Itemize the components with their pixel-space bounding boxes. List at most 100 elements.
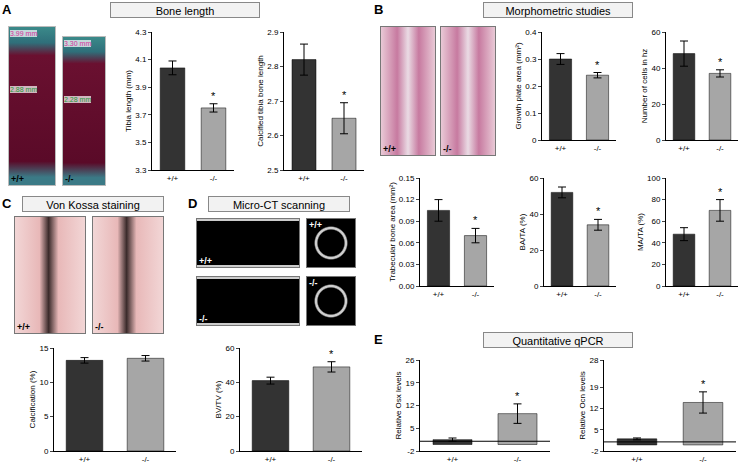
- svg-text:+/+: +/+: [555, 144, 567, 153]
- svg-text:20: 20: [651, 100, 660, 109]
- svg-text:0.1: 0.1: [525, 109, 537, 118]
- svg-text:Tibia length (mm): Tibia length (mm): [124, 70, 133, 132]
- svg-text:60: 60: [529, 174, 538, 183]
- svg-text:15: 15: [39, 344, 48, 353]
- svg-text:5: 5: [410, 424, 415, 433]
- svg-text:+/+: +/+: [79, 455, 91, 464]
- svg-text:60: 60: [651, 217, 660, 226]
- svg-text:-/-: -/-: [594, 290, 602, 299]
- svg-text:+/+: +/+: [167, 174, 179, 183]
- svg-text:0: 0: [532, 136, 537, 145]
- svg-text:+/+: +/+: [631, 455, 643, 464]
- svg-text:3.3: 3.3: [135, 166, 147, 175]
- svg-text:+/+: +/+: [678, 290, 690, 299]
- svg-text:40: 40: [651, 239, 660, 248]
- svg-text:3.7: 3.7: [135, 111, 147, 120]
- svg-text:-/-: -/-: [210, 174, 218, 183]
- svg-text:4.3: 4.3: [135, 28, 147, 37]
- svg-text:0: 0: [44, 447, 49, 456]
- svg-text:+/+: +/+: [298, 174, 310, 183]
- svg-text:Calcified tibia bone length: Calcified tibia bone length: [256, 55, 265, 147]
- svg-text:12: 12: [405, 401, 414, 410]
- svg-text:0.12: 0.12: [399, 195, 415, 204]
- svg-text:-2: -2: [407, 447, 415, 456]
- svg-text:-/-: -/-: [472, 290, 480, 299]
- svg-text:12: 12: [589, 404, 598, 413]
- svg-text:10: 10: [39, 378, 48, 387]
- svg-text:*: *: [596, 205, 601, 217]
- svg-text:19: 19: [405, 379, 414, 388]
- svg-text:2.7: 2.7: [267, 97, 279, 106]
- svg-text:-/-: -/-: [340, 174, 348, 183]
- svg-text:*: *: [595, 59, 600, 71]
- svg-text:-/-: -/-: [594, 144, 602, 153]
- svg-text:0.09: 0.09: [399, 217, 415, 226]
- svg-text:20: 20: [225, 412, 234, 421]
- svg-text:-/-: -/-: [716, 290, 724, 299]
- svg-text:+/+: +/+: [265, 455, 277, 464]
- svg-text:0.3: 0.3: [525, 55, 537, 64]
- svg-text:Relative Ocn levels: Relative Ocn levels: [578, 371, 587, 439]
- svg-text:0.15: 0.15: [399, 174, 415, 183]
- svg-text:*: *: [515, 390, 520, 402]
- svg-text:2.9: 2.9: [267, 28, 279, 37]
- svg-text:20: 20: [651, 260, 660, 269]
- svg-text:Number of cells in hz: Number of cells in hz: [640, 49, 649, 124]
- svg-text:+/+: +/+: [433, 290, 445, 299]
- svg-text:40: 40: [529, 210, 538, 219]
- svg-text:0: 0: [230, 447, 235, 456]
- svg-text:28: 28: [589, 356, 598, 365]
- svg-text:0: 0: [534, 282, 539, 291]
- svg-text:BV/TV (%): BV/TV (%): [214, 380, 223, 418]
- svg-text:-/-: -/-: [716, 144, 724, 153]
- svg-text:-2: -2: [591, 447, 599, 456]
- svg-text:80: 80: [651, 195, 660, 204]
- svg-text:4.1: 4.1: [135, 55, 147, 64]
- html-text:Von Kossa staining: Von Kossa staining: [46, 199, 140, 211]
- svg-text:-/-: -/-: [142, 455, 150, 464]
- svg-text:*: *: [701, 378, 706, 390]
- svg-text:0.4: 0.4: [525, 28, 537, 37]
- svg-text:40: 40: [225, 378, 234, 387]
- svg-text:0.03: 0.03: [399, 260, 415, 269]
- svg-text:0.2: 0.2: [525, 82, 537, 91]
- svg-text:26: 26: [405, 356, 414, 365]
- svg-text:2.8: 2.8: [267, 62, 279, 71]
- svg-text:0: 0: [656, 282, 661, 291]
- svg-text:+/+: +/+: [556, 290, 568, 299]
- svg-text:BA/TA (%): BA/TA (%): [518, 213, 527, 250]
- svg-text:*: *: [718, 186, 723, 198]
- svg-text:20: 20: [529, 246, 538, 255]
- svg-text:60: 60: [225, 344, 234, 353]
- svg-text:+/+: +/+: [447, 455, 459, 464]
- svg-text:+/+: +/+: [678, 144, 690, 153]
- svg-text:40: 40: [651, 64, 660, 73]
- svg-text:MA/TA (%): MA/TA (%): [636, 213, 645, 251]
- svg-text:Relative Osx levels: Relative Osx levels: [394, 371, 403, 439]
- svg-text:3.9: 3.9: [135, 83, 147, 92]
- svg-text:Growth plate area (mm²): Growth plate area (mm²): [514, 42, 523, 129]
- svg-text:*: *: [342, 89, 347, 101]
- svg-text:-/-: -/-: [328, 455, 336, 464]
- svg-text:3.5: 3.5: [135, 138, 147, 147]
- svg-text:60: 60: [651, 28, 660, 37]
- svg-text:*: *: [718, 56, 723, 68]
- svg-text:100: 100: [647, 174, 661, 183]
- svg-text:-/-: -/-: [514, 455, 522, 464]
- svg-text:5: 5: [594, 426, 599, 435]
- svg-text:19: 19: [589, 383, 598, 392]
- svg-text:Calcification (%): Calcification (%): [28, 370, 37, 428]
- html-text:Bone length: Bone length: [155, 5, 215, 17]
- svg-text:*: *: [211, 90, 216, 102]
- svg-text:2.5: 2.5: [267, 166, 279, 175]
- svg-text:Trabecular bone area (mm²): Trabecular bone area (mm²): [388, 182, 397, 282]
- svg-text:0: 0: [656, 136, 661, 145]
- svg-text:-/-: -/-: [699, 455, 707, 464]
- svg-text:2.6: 2.6: [267, 131, 279, 140]
- svg-text:*: *: [473, 214, 478, 226]
- svg-text:0.00: 0.00: [399, 282, 415, 291]
- svg-text:*: *: [329, 348, 334, 360]
- svg-text:5: 5: [44, 412, 49, 421]
- html-text:Morphometric studies: Morphometric studies: [505, 5, 611, 17]
- svg-text:0.06: 0.06: [399, 239, 415, 248]
